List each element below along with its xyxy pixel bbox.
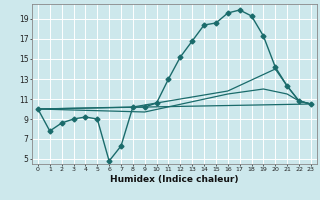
X-axis label: Humidex (Indice chaleur): Humidex (Indice chaleur) bbox=[110, 175, 239, 184]
